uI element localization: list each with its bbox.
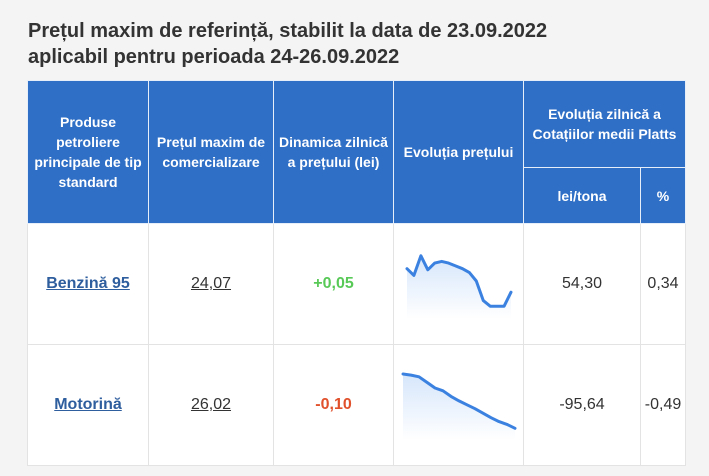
daily-change-cell: -0,10 xyxy=(273,344,394,466)
header-product: Produse petroliere principale de tip sta… xyxy=(27,80,149,224)
platts-percent-value: 0,34 xyxy=(647,275,679,292)
max-price-cell: 26,02 xyxy=(148,344,274,466)
product-cell: Motorină xyxy=(27,344,149,466)
price-trend-sparkline xyxy=(401,372,516,440)
product-link-motorina[interactable]: Motorină xyxy=(54,396,122,413)
fuel-price-table: Produse petroliere principale de tip sta… xyxy=(27,80,686,466)
max-price-value[interactable]: 24,07 xyxy=(190,275,232,292)
platts-lei-tona-cell: 54,30 xyxy=(523,223,641,345)
price-trend-cell xyxy=(393,223,524,345)
daily-change-cell: +0,05 xyxy=(273,223,394,345)
page-title: Prețul maxim de referință, stabilit la d… xyxy=(28,18,688,70)
platts-lei-tona-value: -95,64 xyxy=(559,396,605,413)
header-price-trend: Evoluția prețului xyxy=(393,80,524,224)
max-price-cell: 24,07 xyxy=(148,223,274,345)
table-row: Motorină 26,02 -0,10 -95,64 -0,49 xyxy=(27,344,686,466)
price-trend-cell xyxy=(393,344,524,466)
platts-percent-cell: -0,49 xyxy=(640,344,686,466)
table-row: Benzină 95 24,07 +0,05 54,30 0,34 xyxy=(27,223,686,345)
header-platts-group: Evoluția zilnică a Cotațiilor medii Plat… xyxy=(523,80,686,168)
sparkline-area xyxy=(402,374,515,440)
title-line-1: Prețul maxim de referință, stabilit la d… xyxy=(28,20,548,42)
header-max-price: Prețul maxim de comercializare xyxy=(148,80,274,224)
product-cell: Benzină 95 xyxy=(27,223,149,345)
price-trend-sparkline xyxy=(405,254,512,319)
header-daily-change: Dinamica zilnică a prețului (lei) xyxy=(273,80,394,224)
daily-change-value: +0,05 xyxy=(313,275,354,292)
header-percent: % xyxy=(640,167,686,224)
title-line-2: aplicabil pentru perioada 24-26.09.2022 xyxy=(28,46,400,68)
max-price-value[interactable]: 26,02 xyxy=(190,396,232,413)
sparkline-line xyxy=(401,372,516,430)
header-lei-tona: lei/tona xyxy=(523,167,641,224)
platts-percent-cell: 0,34 xyxy=(640,223,686,345)
platts-lei-tona-value: 54,30 xyxy=(561,275,603,292)
sparkline-line xyxy=(405,254,512,308)
product-link-benzina-95[interactable]: Benzină 95 xyxy=(46,275,130,292)
daily-change-value: -0,10 xyxy=(315,396,352,413)
platts-lei-tona-cell: -95,64 xyxy=(523,344,641,466)
sparkline-area xyxy=(406,255,511,319)
platts-percent-value: -0,49 xyxy=(644,396,682,413)
